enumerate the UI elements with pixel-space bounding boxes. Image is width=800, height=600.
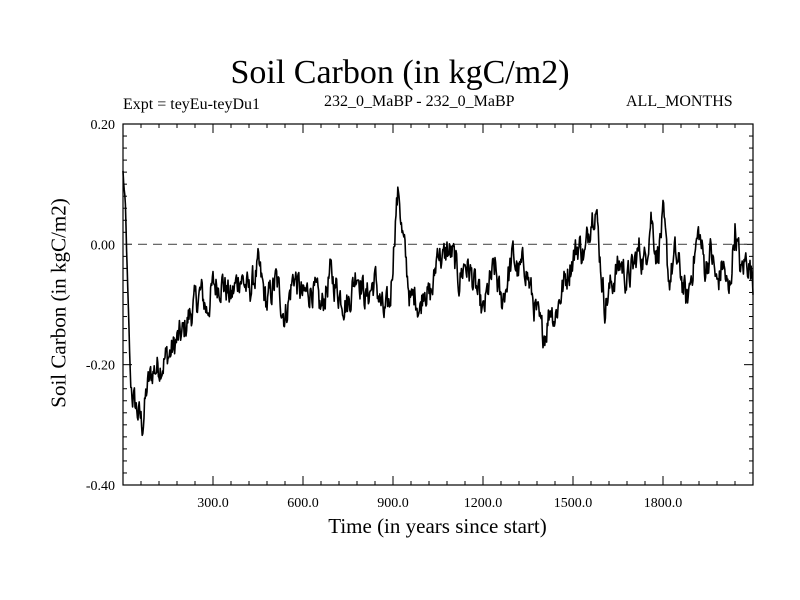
months-label: ALL_MONTHS <box>626 93 733 110</box>
x-tick-label: 300.0 <box>197 496 229 511</box>
chart-title: Soil Carbon (in kgC/m2) <box>230 54 570 91</box>
soil-carbon-series-line <box>122 170 754 437</box>
x-tick-label: 1200.0 <box>464 496 503 511</box>
tick-marks <box>123 123 753 486</box>
y-tick-labels: -0.40 -0.20 0.00 0.20 <box>86 118 115 494</box>
y-tick-label: 0.20 <box>91 118 116 133</box>
experiment-label: Expt = teyEu-teyDu1 <box>123 96 260 113</box>
y-axis-label: Soil Carbon (in kgC/m2) <box>46 198 71 408</box>
plot-frame <box>122 123 754 486</box>
x-tick-label: 600.0 <box>287 496 319 511</box>
x-tick-labels: 300.0 600.0 900.0 1200.0 1500.0 1800.0 <box>197 496 682 511</box>
y-tick-label: 0.00 <box>91 238 116 253</box>
y-tick-label: -0.40 <box>86 479 115 494</box>
x-tick-label: 900.0 <box>377 496 409 511</box>
y-tick-label: -0.20 <box>86 359 115 374</box>
x-tick-label: 1500.0 <box>554 496 593 511</box>
period-label: 232_0_MaBP - 232_0_MaBP <box>324 93 515 110</box>
x-tick-label: 1800.0 <box>644 496 683 511</box>
x-axis-label: Time (in years since start) <box>328 514 547 538</box>
